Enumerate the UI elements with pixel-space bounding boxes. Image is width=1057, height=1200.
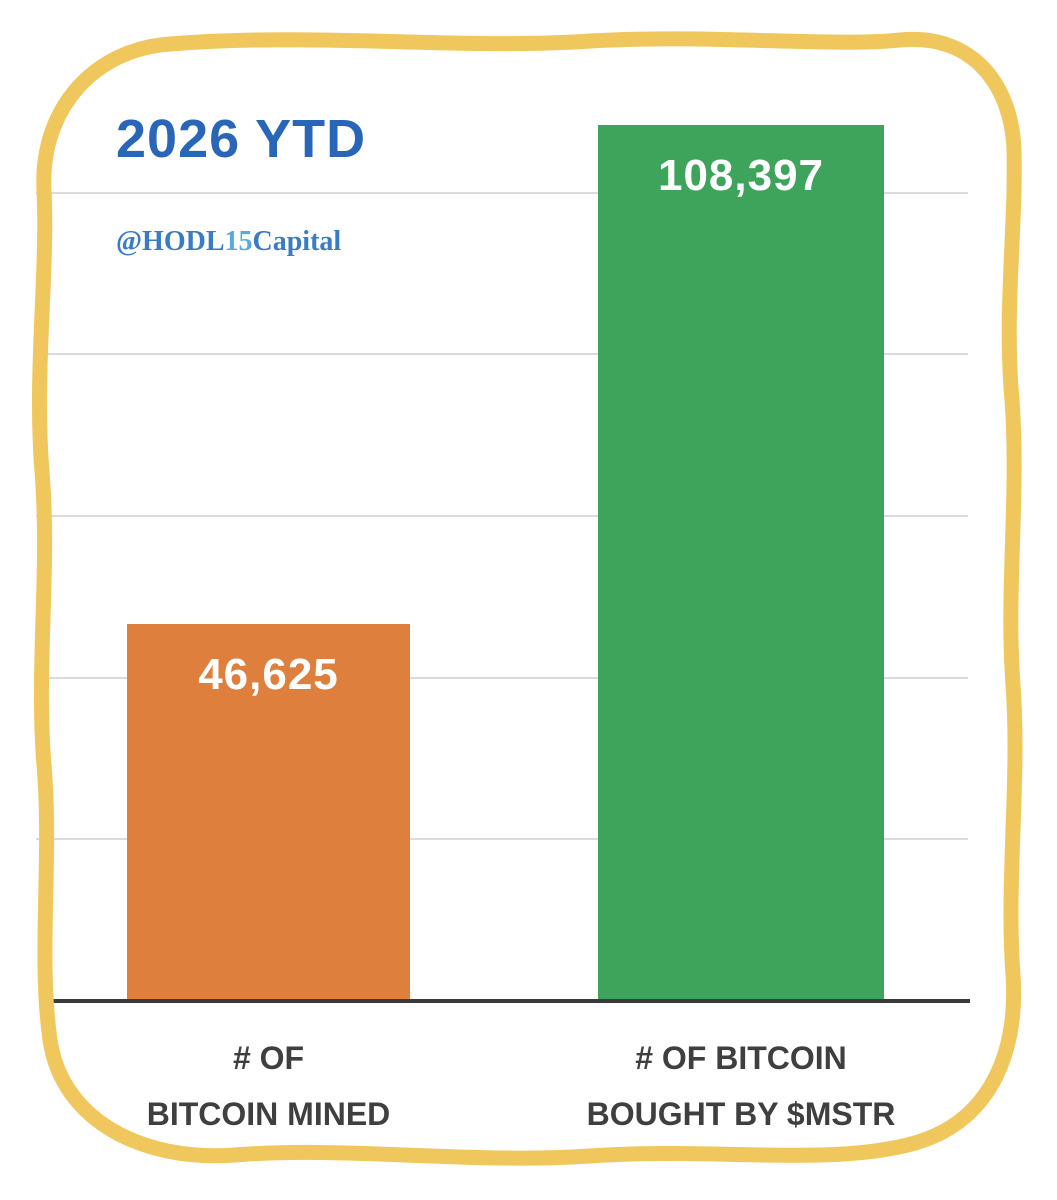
- chart-title: 2026 YTD: [116, 109, 367, 169]
- x-axis-line: [40, 999, 970, 1003]
- credit-handle-mid: 15: [224, 226, 253, 257]
- axis-label-bitcoin-bought-mstr: # OF BITCOIN BOUGHT BY $MSTR: [541, 1030, 941, 1142]
- bar-value-bitcoin-mined: 46,625: [198, 650, 339, 699]
- credit-handle: @HODL15Capital: [116, 226, 341, 258]
- bar-bitcoin-bought-mstr: 108,397: [598, 125, 884, 1001]
- axis-label-line: # OF: [232, 1040, 305, 1076]
- bar-value-bitcoin-bought-mstr: 108,397: [657, 151, 825, 200]
- credit-handle-prefix: @HODL: [116, 226, 225, 257]
- axis-label-line: BOUGHT BY $MSTR: [586, 1096, 896, 1132]
- bar-bitcoin-mined: 46,625: [127, 624, 410, 1001]
- credit-handle-suffix: Capital: [252, 226, 342, 257]
- axis-label-line: BITCOIN MINED: [146, 1096, 391, 1132]
- axis-label-line: # OF BITCOIN: [635, 1040, 847, 1076]
- axis-label-bitcoin-mined: # OF BITCOIN MINED: [77, 1030, 460, 1142]
